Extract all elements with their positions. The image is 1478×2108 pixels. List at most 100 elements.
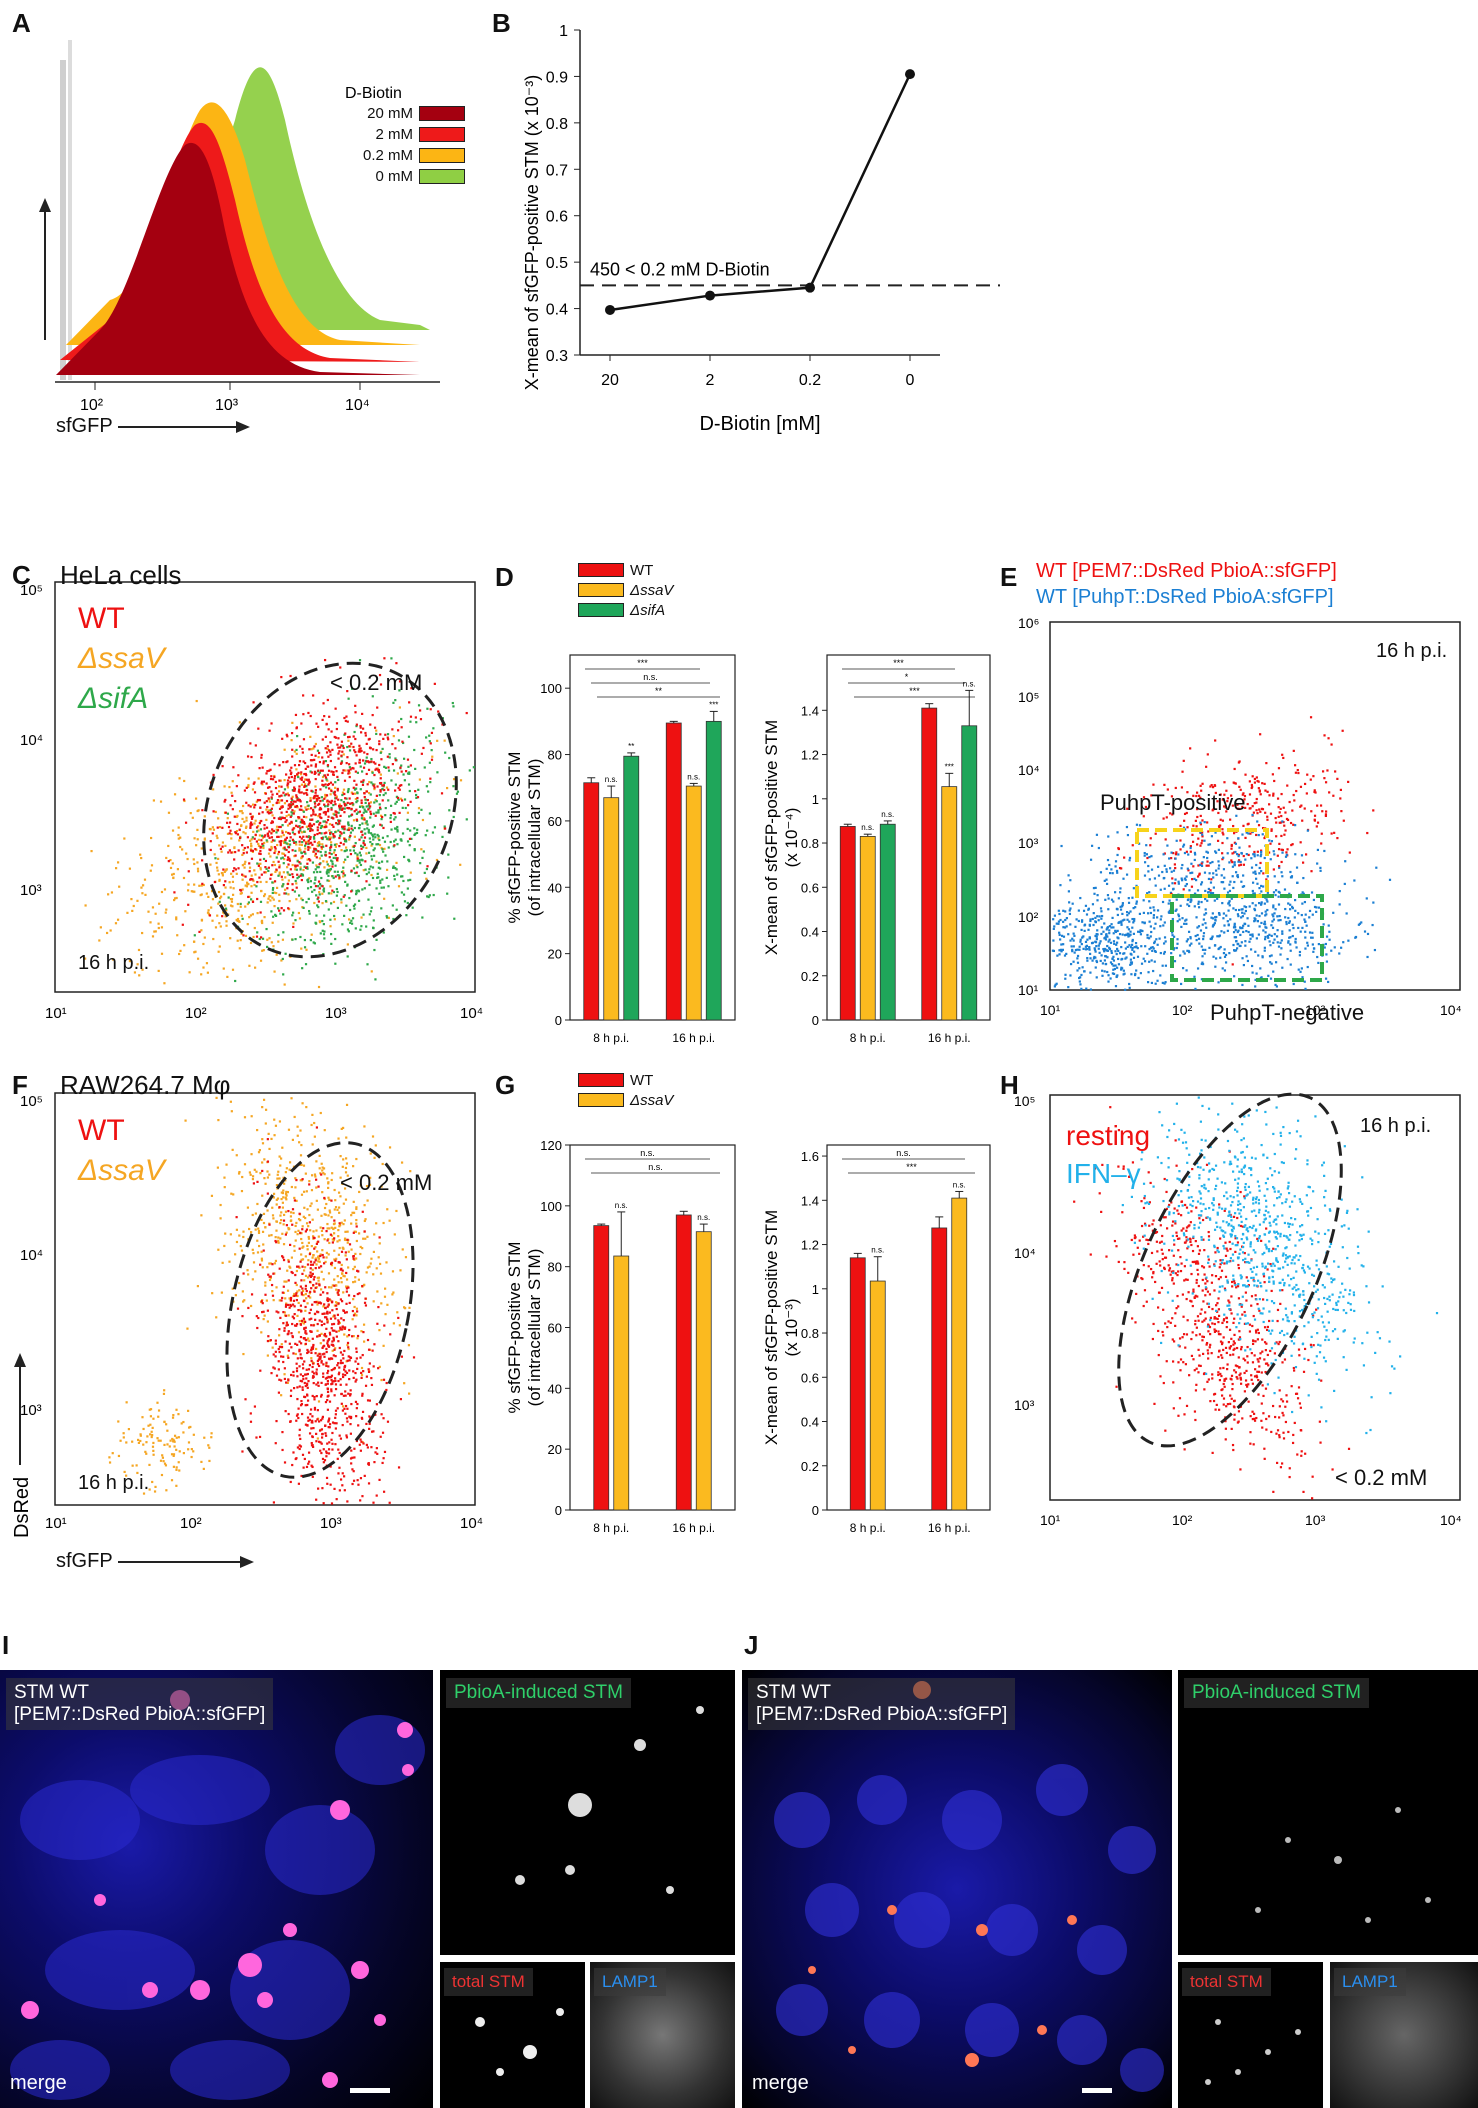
y-tick-label: 0.6 bbox=[546, 209, 568, 226]
scatter-point bbox=[1217, 947, 1220, 951]
scatter-point bbox=[241, 917, 244, 920]
scatter-point bbox=[139, 853, 142, 856]
scatter-point bbox=[226, 821, 229, 824]
scatter-point bbox=[330, 933, 333, 936]
scatter-point bbox=[200, 929, 203, 932]
scatter-point bbox=[346, 1230, 349, 1233]
scatter-point bbox=[1107, 897, 1110, 900]
scatter-point bbox=[167, 811, 171, 814]
scatter-point bbox=[301, 1258, 305, 1261]
scatter-point bbox=[141, 892, 144, 895]
scatter-point bbox=[272, 1196, 275, 1199]
scatter-point bbox=[365, 1271, 368, 1274]
scatter-point bbox=[1295, 866, 1299, 869]
scatter-point bbox=[310, 1174, 314, 1177]
scatter-point bbox=[346, 690, 349, 693]
scatter-point bbox=[193, 862, 196, 866]
scatter-point bbox=[1280, 834, 1283, 838]
scatter-point bbox=[302, 713, 305, 716]
scatter-point bbox=[320, 846, 323, 849]
scatter-point bbox=[1278, 811, 1281, 814]
scatter-point bbox=[1175, 898, 1178, 901]
scatter-point bbox=[388, 1146, 392, 1149]
scatter-point bbox=[1123, 856, 1126, 859]
scatter-point bbox=[313, 847, 316, 850]
scatter-point bbox=[314, 771, 317, 775]
scatter-point bbox=[316, 749, 320, 752]
scatter-point bbox=[298, 785, 301, 788]
scatter-point bbox=[407, 804, 410, 807]
scatter-point bbox=[408, 772, 411, 775]
scatter-point bbox=[319, 1172, 322, 1175]
scatter-point bbox=[333, 1266, 337, 1270]
scatter-point bbox=[321, 1312, 324, 1316]
scatter-point bbox=[301, 1102, 304, 1105]
scatter-point bbox=[340, 1127, 343, 1130]
scatter-point bbox=[1257, 824, 1261, 827]
scatter-point bbox=[1223, 781, 1226, 784]
scatter-point bbox=[1306, 965, 1309, 969]
scatter-point bbox=[1179, 824, 1182, 827]
scatter-point bbox=[301, 967, 304, 970]
scatter-point bbox=[259, 911, 262, 914]
scatter-point bbox=[176, 934, 179, 937]
scatter-point bbox=[190, 1448, 193, 1451]
scatter-point bbox=[1184, 878, 1187, 881]
scatter-point bbox=[320, 854, 323, 857]
scatter-point bbox=[1282, 756, 1285, 760]
scatter-point bbox=[238, 810, 242, 813]
scatter-point bbox=[1214, 850, 1217, 853]
scatter-point bbox=[250, 849, 253, 852]
scatter-point bbox=[175, 1484, 178, 1487]
scatter-point bbox=[361, 770, 364, 773]
scatter-point bbox=[333, 792, 336, 796]
scatter-point bbox=[1138, 930, 1142, 934]
scatter-point bbox=[1189, 845, 1192, 848]
scatter-point bbox=[1171, 877, 1174, 880]
scatter-point bbox=[320, 847, 323, 850]
scatter-point bbox=[1191, 840, 1195, 843]
scatter-point bbox=[1225, 914, 1228, 917]
scatter-point bbox=[300, 1193, 304, 1196]
scatter-point bbox=[282, 1223, 285, 1226]
scatter-point bbox=[330, 902, 333, 905]
scatter-point bbox=[343, 1275, 346, 1278]
scatter-point bbox=[311, 759, 314, 762]
scatter-point bbox=[315, 1126, 319, 1129]
scatter-point bbox=[1258, 808, 1261, 811]
scatter-point bbox=[258, 767, 261, 770]
legend-ssav: ΔssaV bbox=[78, 642, 165, 675]
scatter-point bbox=[262, 894, 266, 898]
scatter-point bbox=[212, 937, 215, 941]
scatter-point bbox=[318, 882, 322, 886]
scatter-point bbox=[244, 875, 247, 878]
data-point bbox=[705, 290, 715, 301]
scatter-point bbox=[1253, 802, 1256, 805]
scatter-point bbox=[1129, 952, 1132, 955]
scatter-point bbox=[288, 803, 291, 806]
scatter-point bbox=[1069, 879, 1072, 882]
scatter-point bbox=[311, 790, 314, 793]
scatter-point bbox=[1108, 863, 1111, 867]
scatter-point bbox=[224, 904, 227, 907]
scatter-point bbox=[317, 896, 320, 899]
scatter-point bbox=[1324, 814, 1327, 818]
scatter-point bbox=[379, 777, 382, 780]
scatter-point bbox=[1164, 981, 1167, 984]
scatter-point bbox=[1126, 918, 1129, 921]
scatter-point bbox=[335, 894, 338, 897]
gate-negative bbox=[1170, 894, 1324, 982]
scatter-point bbox=[116, 918, 120, 921]
scatter-point bbox=[275, 831, 278, 834]
scatter-point bbox=[1094, 916, 1097, 919]
scatter-point bbox=[350, 890, 353, 893]
scatter-point bbox=[1082, 909, 1086, 912]
scatter-point bbox=[282, 1291, 286, 1294]
scatter-point bbox=[334, 1199, 337, 1202]
scatter-point bbox=[1201, 782, 1204, 785]
scatter-point bbox=[1188, 889, 1191, 892]
scatter-point bbox=[1143, 854, 1146, 857]
scatter-point bbox=[1311, 931, 1314, 934]
scatter-point bbox=[116, 861, 120, 864]
scatter-point bbox=[295, 1221, 298, 1225]
